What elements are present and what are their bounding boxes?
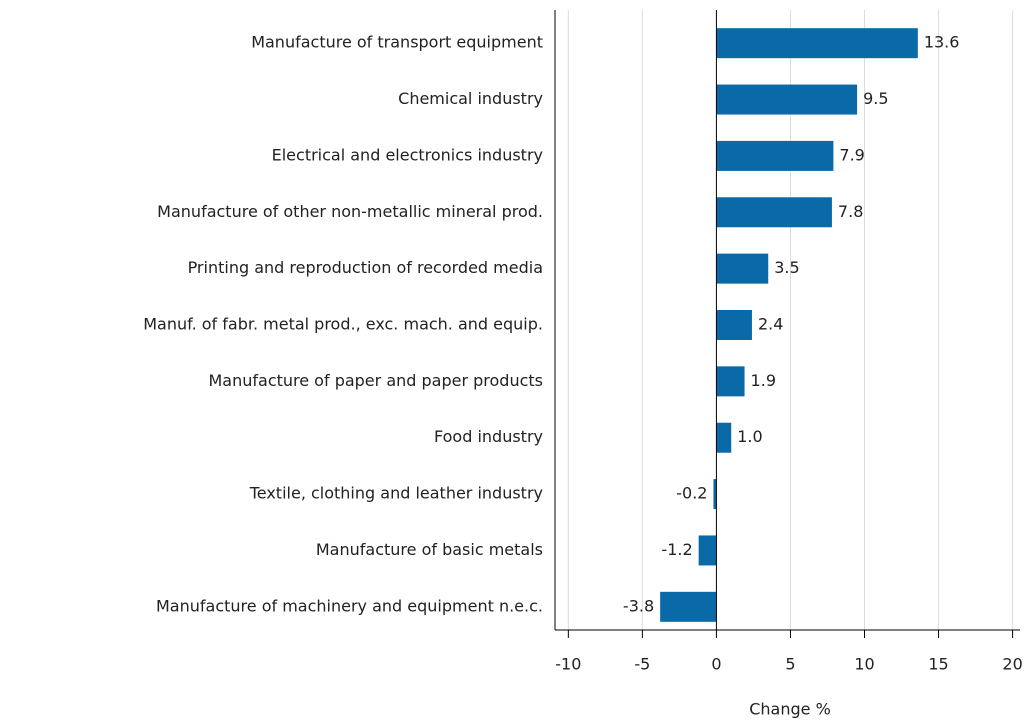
value-label: -1.2 [661, 540, 692, 559]
x-tick-label: -5 [634, 655, 650, 674]
x-tick-label: 15 [928, 655, 948, 674]
y-tick-label: Manufacture of other non-metallic minera… [157, 202, 543, 221]
value-label: 1.9 [751, 371, 776, 390]
value-label: 2.4 [758, 315, 783, 334]
y-tick-label: Manufacture of paper and paper products [208, 371, 543, 390]
bar [716, 28, 918, 59]
bar [716, 140, 834, 171]
value-label: 7.8 [838, 202, 863, 221]
bar [660, 591, 717, 622]
y-tick-label: Manufacture of machinery and equipment n… [156, 596, 543, 615]
bar [713, 479, 717, 510]
value-label: 3.5 [774, 258, 799, 277]
x-axis-label: Change % [749, 700, 831, 719]
x-tick-label: 0 [711, 655, 721, 674]
y-tick-label: Printing and reproduction of recorded me… [188, 258, 543, 277]
y-tick-label: Food industry [434, 427, 543, 446]
y-tick-label: Manufacture of basic metals [316, 540, 543, 559]
bar [716, 310, 752, 340]
bar [698, 535, 717, 566]
y-tick-label: Electrical and electronics industry [272, 145, 543, 164]
x-tick-label: 20 [1002, 655, 1022, 674]
value-label: 1.0 [737, 427, 762, 446]
bar [716, 84, 858, 115]
value-label: 9.5 [863, 89, 888, 108]
y-tick-label: Manuf. of fabr. metal prod., exc. mach. … [143, 315, 543, 334]
bar [716, 422, 732, 453]
x-tick-label: -10 [555, 655, 581, 674]
x-tick-label: 10 [854, 655, 874, 674]
y-tick-label: Manufacture of transport equipment [251, 33, 543, 52]
value-label: 13.6 [924, 33, 960, 52]
value-label: -0.2 [676, 484, 707, 503]
value-label: -3.8 [623, 596, 654, 615]
bar [716, 366, 745, 397]
y-tick-label: Textile, clothing and leather industry [249, 484, 543, 503]
value-label: 7.9 [839, 145, 864, 164]
bar [716, 197, 832, 228]
x-tick-label: 5 [785, 655, 795, 674]
bar [716, 253, 769, 284]
y-tick-label: Chemical industry [398, 89, 543, 108]
